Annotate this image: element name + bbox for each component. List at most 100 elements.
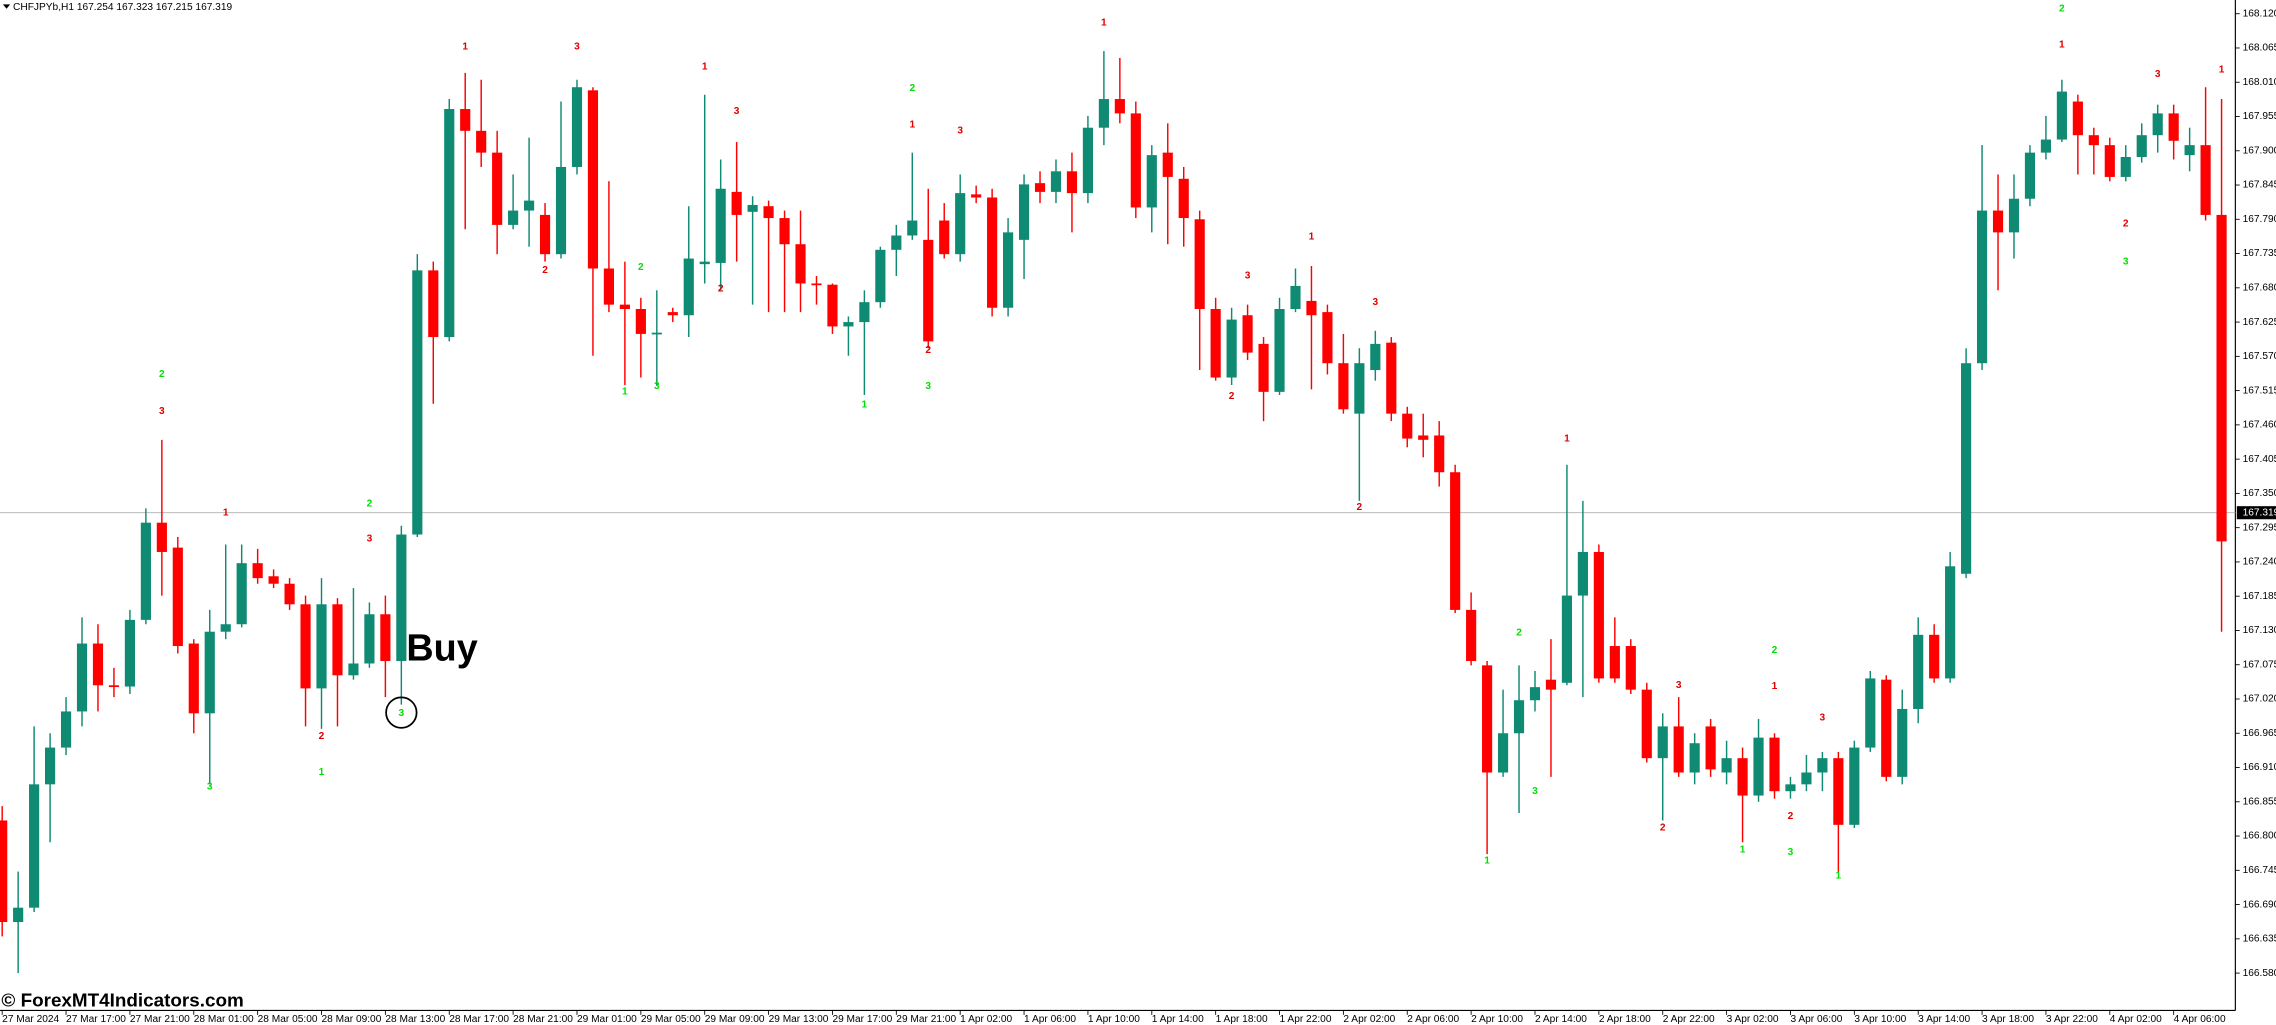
candle-body	[1482, 665, 1493, 773]
candle-body	[1992, 210, 2004, 233]
candle-body	[795, 244, 806, 284]
candle-body	[843, 322, 854, 327]
candle-body	[1497, 733, 1509, 773]
y-tick-label: 166.580	[2243, 968, 2276, 979]
candle-body	[1194, 219, 1205, 310]
candle-body	[300, 604, 311, 689]
candle-body	[971, 194, 982, 198]
candle-body	[60, 711, 72, 748]
signal-label: 3	[925, 381, 931, 392]
y-tick-label: 167.900	[2243, 145, 2276, 156]
candle-body	[140, 522, 151, 620]
x-tick-label: 29 Mar 05:00	[641, 1014, 701, 1025]
x-tick-label: 3 Apr 10:00	[1854, 1014, 1906, 1025]
candle-body	[555, 166, 567, 255]
current-price-box	[2236, 506, 2276, 520]
candle-body	[364, 614, 375, 664]
y-tick-label: 167.405	[2243, 454, 2276, 465]
signal-label: 1	[1101, 18, 1107, 29]
candle-body	[444, 109, 455, 338]
x-tick-label: 3 Apr 14:00	[1918, 1014, 1970, 1025]
candle-body	[76, 643, 88, 712]
candle-body	[1625, 646, 1636, 690]
candle-body	[0, 820, 8, 923]
candle-body	[747, 204, 758, 212]
candle-body	[1976, 210, 1988, 364]
x-tick-label: 29 Mar 13:00	[769, 1014, 829, 1025]
signal-label: 3	[2123, 256, 2129, 267]
candle-body	[476, 130, 487, 153]
y-tick-label: 168.010	[2243, 77, 2276, 88]
candle-body	[1529, 687, 1541, 701]
signal-label: 1	[1564, 433, 1570, 444]
signal-label: 2	[367, 499, 373, 510]
candle-body	[2104, 145, 2115, 177]
candle-body	[987, 197, 998, 308]
candle-body	[891, 235, 902, 250]
candle-body	[1785, 784, 1796, 792]
x-tick-label: 2 Apr 18:00	[1599, 1014, 1651, 1025]
candle-body	[1737, 758, 1748, 796]
candle-body	[1386, 342, 1397, 414]
candle-body	[1833, 758, 1844, 825]
candle-body	[939, 220, 950, 255]
candle-body	[1434, 435, 1445, 473]
candle-body	[1641, 689, 1652, 759]
signal-label: 2	[542, 265, 548, 276]
candle-body	[619, 304, 630, 310]
y-tick-label: 166.635	[2243, 934, 2276, 945]
candle-body	[1945, 566, 1956, 679]
candle-body	[1402, 413, 1413, 439]
candle-body	[779, 218, 790, 245]
candle-body	[1114, 99, 1125, 114]
watermark: © ForexMT4Indicators.com	[1, 990, 243, 1011]
signal-label: 2	[1229, 391, 1235, 402]
candle-body	[1178, 178, 1189, 219]
x-tick-label: 2 Apr 22:00	[1663, 1014, 1715, 1025]
candle-body	[1274, 309, 1285, 392]
candle-body	[108, 685, 120, 688]
candle-body	[1689, 743, 1700, 773]
candle-body	[651, 332, 662, 335]
candle-body	[1418, 435, 1429, 440]
signal-label: 3	[1245, 271, 1251, 282]
candle-body	[811, 283, 822, 286]
candle-body	[715, 188, 726, 263]
x-tick-label: 27 Mar 2024	[2, 1014, 59, 1025]
candle-body	[587, 90, 599, 269]
signal-label: 1	[223, 507, 229, 518]
x-tick-label: 2 Apr 10:00	[1471, 1014, 1523, 1025]
y-tick-label: 167.790	[2243, 214, 2276, 225]
candle-body	[875, 249, 886, 303]
candle-body	[1577, 551, 1588, 596]
candle-body	[827, 284, 838, 327]
candle-body	[1242, 315, 1253, 353]
x-tick-label: 3 Apr 02:00	[1727, 1014, 1779, 1025]
signal-label: 2	[319, 731, 325, 742]
y-tick-label: 166.965	[2243, 728, 2276, 739]
signal-label: 3	[1372, 297, 1378, 308]
y-tick-label: 167.295	[2243, 522, 2276, 533]
candle-body	[571, 87, 583, 167]
x-tick-label: 28 Mar 09:00	[322, 1014, 382, 1025]
candle-body	[1082, 127, 1094, 194]
candle-body	[2088, 135, 2099, 146]
x-tick-label: 29 Mar 01:00	[577, 1014, 637, 1025]
y-tick-label: 168.065	[2243, 43, 2276, 54]
signal-label: 3	[1820, 712, 1826, 723]
signal-label: 2	[638, 262, 644, 273]
candle-body	[1721, 758, 1732, 773]
signal-label: 1	[1484, 856, 1490, 867]
x-tick-label: 3 Apr 18:00	[1982, 1014, 2034, 1025]
signal-label: 2	[2123, 218, 2129, 229]
y-tick-label: 167.130	[2243, 625, 2276, 636]
x-tick-label: 4 Apr 02:00	[2110, 1014, 2162, 1025]
candle-body	[2056, 91, 2067, 140]
candle-body	[1322, 312, 1333, 364]
candle-body	[396, 534, 407, 661]
x-tick-label: 28 Mar 05:00	[258, 1014, 318, 1025]
signal-label: 2	[718, 284, 724, 295]
y-tick-label: 167.570	[2243, 351, 2276, 362]
